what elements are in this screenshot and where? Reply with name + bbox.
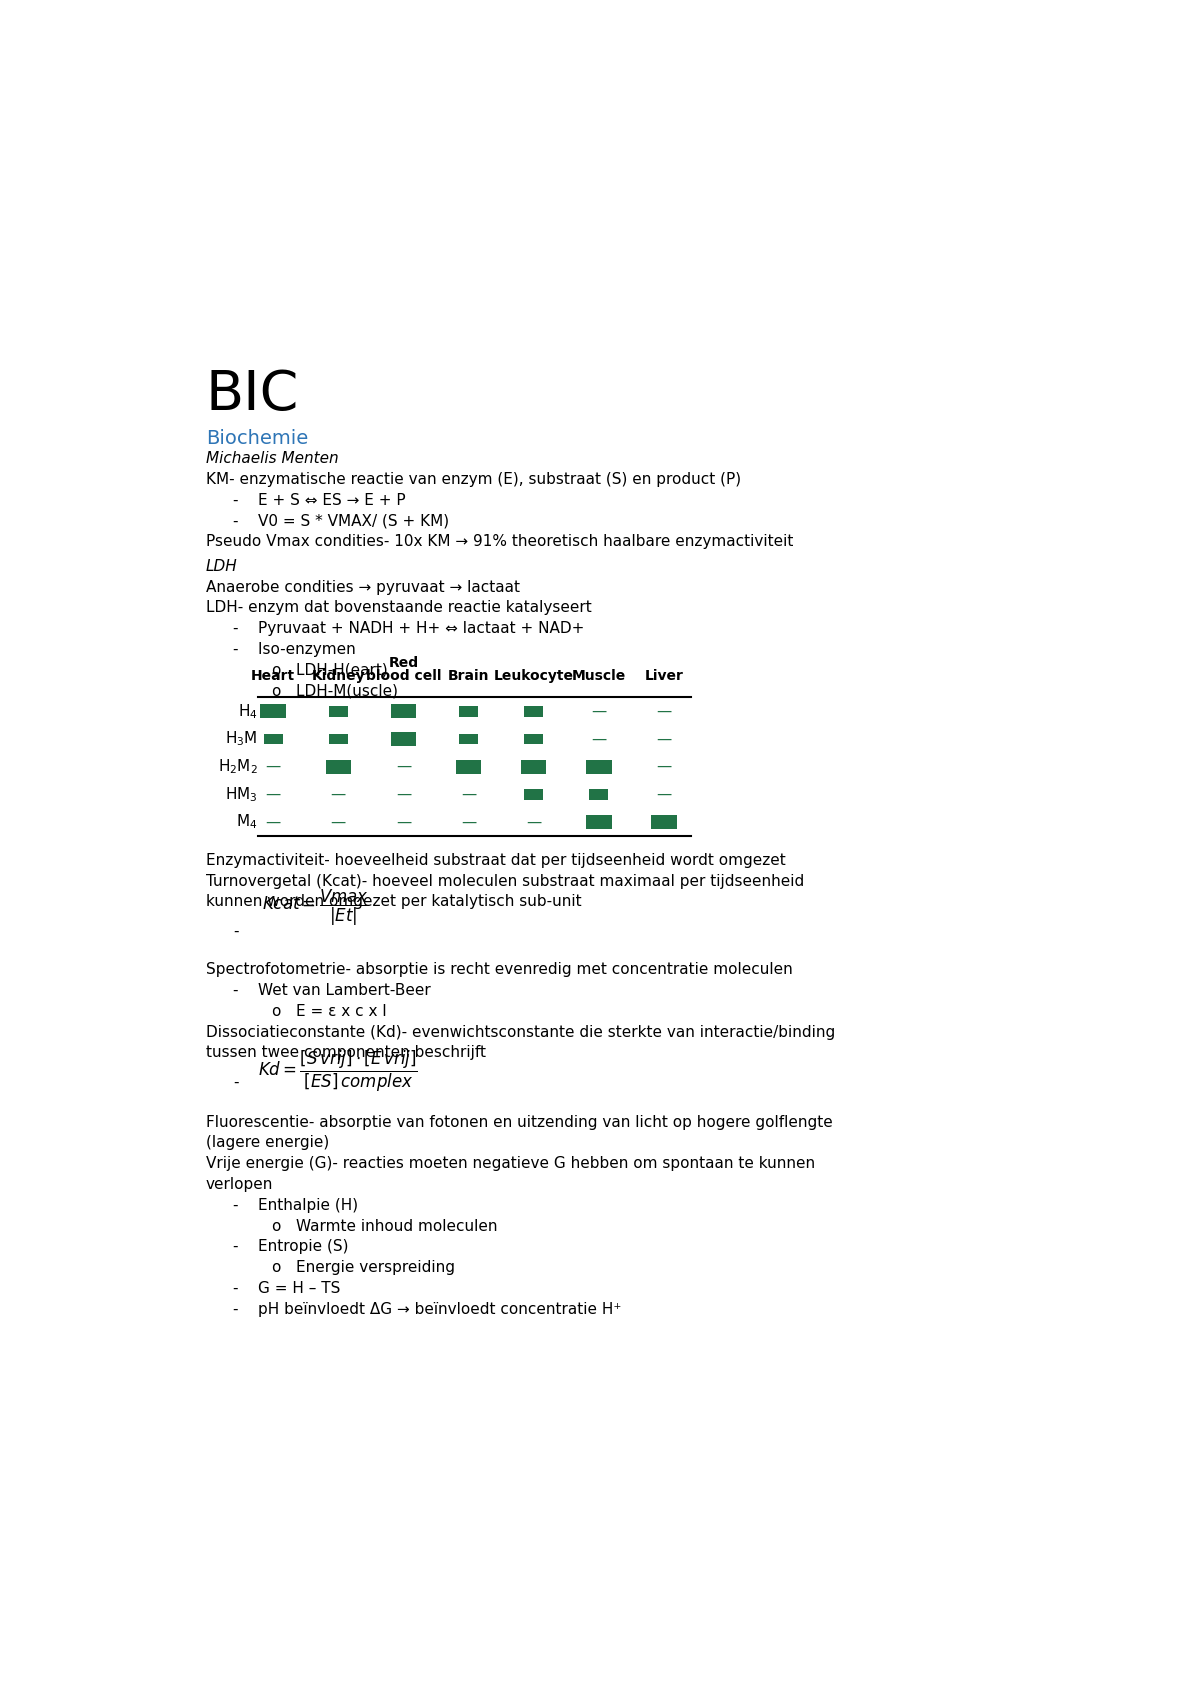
Text: HM$_3$: HM$_3$ xyxy=(226,784,258,803)
Text: o   E = ε x c x l: o E = ε x c x l xyxy=(271,1004,386,1019)
Text: Enzymactiviteit- hoeveelheid substraat dat per tijdseenheid wordt omgezet: Enzymactiviteit- hoeveelheid substraat d… xyxy=(206,852,786,868)
Text: $\mathit{Kcat}=\dfrac{Vmax}{|Et|}$: $\mathit{Kcat}=\dfrac{Vmax}{|Et|}$ xyxy=(262,888,368,927)
Text: —: — xyxy=(592,732,606,747)
Text: —: — xyxy=(331,786,346,801)
Bar xyxy=(264,734,282,744)
Bar xyxy=(524,734,542,744)
Text: -: - xyxy=(233,1075,239,1090)
Text: Anaerobe condities → pyruvaat → lactaat: Anaerobe condities → pyruvaat → lactaat xyxy=(206,579,520,594)
Text: -    Pyruvaat + NADH + H+ ⇔ lactaat + NAD+: - Pyruvaat + NADH + H+ ⇔ lactaat + NAD+ xyxy=(233,621,584,637)
Text: —: — xyxy=(656,703,672,718)
Text: BIC: BIC xyxy=(206,368,299,421)
Text: Leukocyte: Leukocyte xyxy=(493,669,574,684)
Text: H$_3$M: H$_3$M xyxy=(226,730,258,749)
Text: -    G = H – TS: - G = H – TS xyxy=(233,1280,341,1296)
Text: —: — xyxy=(526,815,541,830)
Text: o   Energie verspreiding: o Energie verspreiding xyxy=(271,1260,455,1275)
Bar xyxy=(586,815,612,829)
Text: o   LDH-H(eart): o LDH-H(eart) xyxy=(271,662,388,678)
Text: -    Wet van Lambert-Beer: - Wet van Lambert-Beer xyxy=(233,983,431,998)
Text: -    Enthalpie (H): - Enthalpie (H) xyxy=(233,1197,358,1212)
Bar xyxy=(460,706,478,717)
Text: LDH- enzym dat bovenstaande reactie katalyseert: LDH- enzym dat bovenstaande reactie kata… xyxy=(206,601,592,615)
Text: —: — xyxy=(265,759,281,774)
Bar xyxy=(460,734,478,744)
Bar xyxy=(524,706,542,717)
Text: H$_4$: H$_4$ xyxy=(238,701,258,720)
Bar xyxy=(652,815,677,829)
Text: Liver: Liver xyxy=(644,669,683,684)
Text: Fluorescentie- absorptie van fotonen en uitzending van licht op hogere golflengt: Fluorescentie- absorptie van fotonen en … xyxy=(206,1114,833,1129)
Text: —: — xyxy=(396,759,412,774)
Text: —: — xyxy=(461,786,476,801)
Text: (lagere energie): (lagere energie) xyxy=(206,1136,329,1151)
Text: —: — xyxy=(265,815,281,830)
Text: Dissociatieconstante (Kd)- evenwichtsconstante die sterkte van interactie/bindin: Dissociatieconstante (Kd)- evenwichtscon… xyxy=(206,1024,835,1039)
Text: —: — xyxy=(265,786,281,801)
Text: -    pH beïnvloedt ΔG → beïnvloedt concentratie H⁺: - pH beïnvloedt ΔG → beïnvloedt concentr… xyxy=(233,1302,622,1316)
Bar xyxy=(521,759,546,774)
Text: —: — xyxy=(461,815,476,830)
Text: —: — xyxy=(331,815,346,830)
Text: Vrije energie (G)- reacties moeten negatieve G hebben om spontaan te kunnen: Vrije energie (G)- reacties moeten negat… xyxy=(206,1156,815,1172)
Bar xyxy=(391,705,416,718)
Text: o   Warmte inhoud moleculen: o Warmte inhoud moleculen xyxy=(271,1219,497,1234)
Text: —: — xyxy=(656,786,672,801)
Text: blood cell: blood cell xyxy=(366,669,442,684)
Text: -    Iso-enzymen: - Iso-enzymen xyxy=(233,642,355,657)
Bar xyxy=(589,790,608,800)
Text: KM- enzymatische reactie van enzym (E), substraat (S) en product (P): KM- enzymatische reactie van enzym (E), … xyxy=(206,472,740,487)
Text: —: — xyxy=(656,732,672,747)
Bar xyxy=(329,734,348,744)
Bar xyxy=(329,706,348,717)
Text: o   LDH-M(uscle): o LDH-M(uscle) xyxy=(271,684,397,698)
Text: kunnen worden omgezet per katalytisch sub-unit: kunnen worden omgezet per katalytisch su… xyxy=(206,895,582,910)
Text: Biochemie: Biochemie xyxy=(206,430,308,448)
Text: Brain: Brain xyxy=(448,669,490,684)
Bar xyxy=(524,790,542,800)
Bar xyxy=(456,759,481,774)
Text: -    Entropie (S): - Entropie (S) xyxy=(233,1240,348,1255)
Text: —: — xyxy=(592,703,606,718)
Text: tussen twee componenten beschrijft: tussen twee componenten beschrijft xyxy=(206,1046,486,1060)
Text: —: — xyxy=(396,815,412,830)
Text: Kidney: Kidney xyxy=(312,669,365,684)
Bar xyxy=(260,705,286,718)
Text: -    V0 = S * VMAX/ (S + KM): - V0 = S * VMAX/ (S + KM) xyxy=(233,513,449,528)
Text: Red: Red xyxy=(389,657,419,671)
Bar xyxy=(391,732,416,745)
Text: M$_4$: M$_4$ xyxy=(236,813,258,832)
Text: LDH: LDH xyxy=(206,559,238,574)
Text: H$_2$M$_2$: H$_2$M$_2$ xyxy=(218,757,258,776)
Bar xyxy=(325,759,352,774)
Text: -    E + S ⇔ ES → E + P: - E + S ⇔ ES → E + P xyxy=(233,492,406,508)
Text: —: — xyxy=(396,786,412,801)
Text: Spectrofotometrie- absorptie is recht evenredig met concentratie moleculen: Spectrofotometrie- absorptie is recht ev… xyxy=(206,963,792,978)
Text: Muscle: Muscle xyxy=(571,669,626,684)
Text: verlopen: verlopen xyxy=(206,1177,274,1192)
Text: —: — xyxy=(656,759,672,774)
Bar xyxy=(586,759,612,774)
Text: Heart: Heart xyxy=(251,669,295,684)
Text: -: - xyxy=(233,924,239,939)
Text: Pseudo Vmax condities- 10x KM → 91% theoretisch haalbare enzymactiviteit: Pseudo Vmax condities- 10x KM → 91% theo… xyxy=(206,535,793,548)
Text: Turnovergetal (Kcat)- hoeveel moleculen substraat maximaal per tijdseenheid: Turnovergetal (Kcat)- hoeveel moleculen … xyxy=(206,874,804,888)
Text: Michaelis Menten: Michaelis Menten xyxy=(206,452,338,465)
Text: $\mathit{Kd}=\dfrac{[S\,vrij]\cdot[E\,vrij]}{[ES]\,complex}$: $\mathit{Kd}=\dfrac{[S\,vrij]\cdot[E\,vr… xyxy=(258,1049,419,1094)
